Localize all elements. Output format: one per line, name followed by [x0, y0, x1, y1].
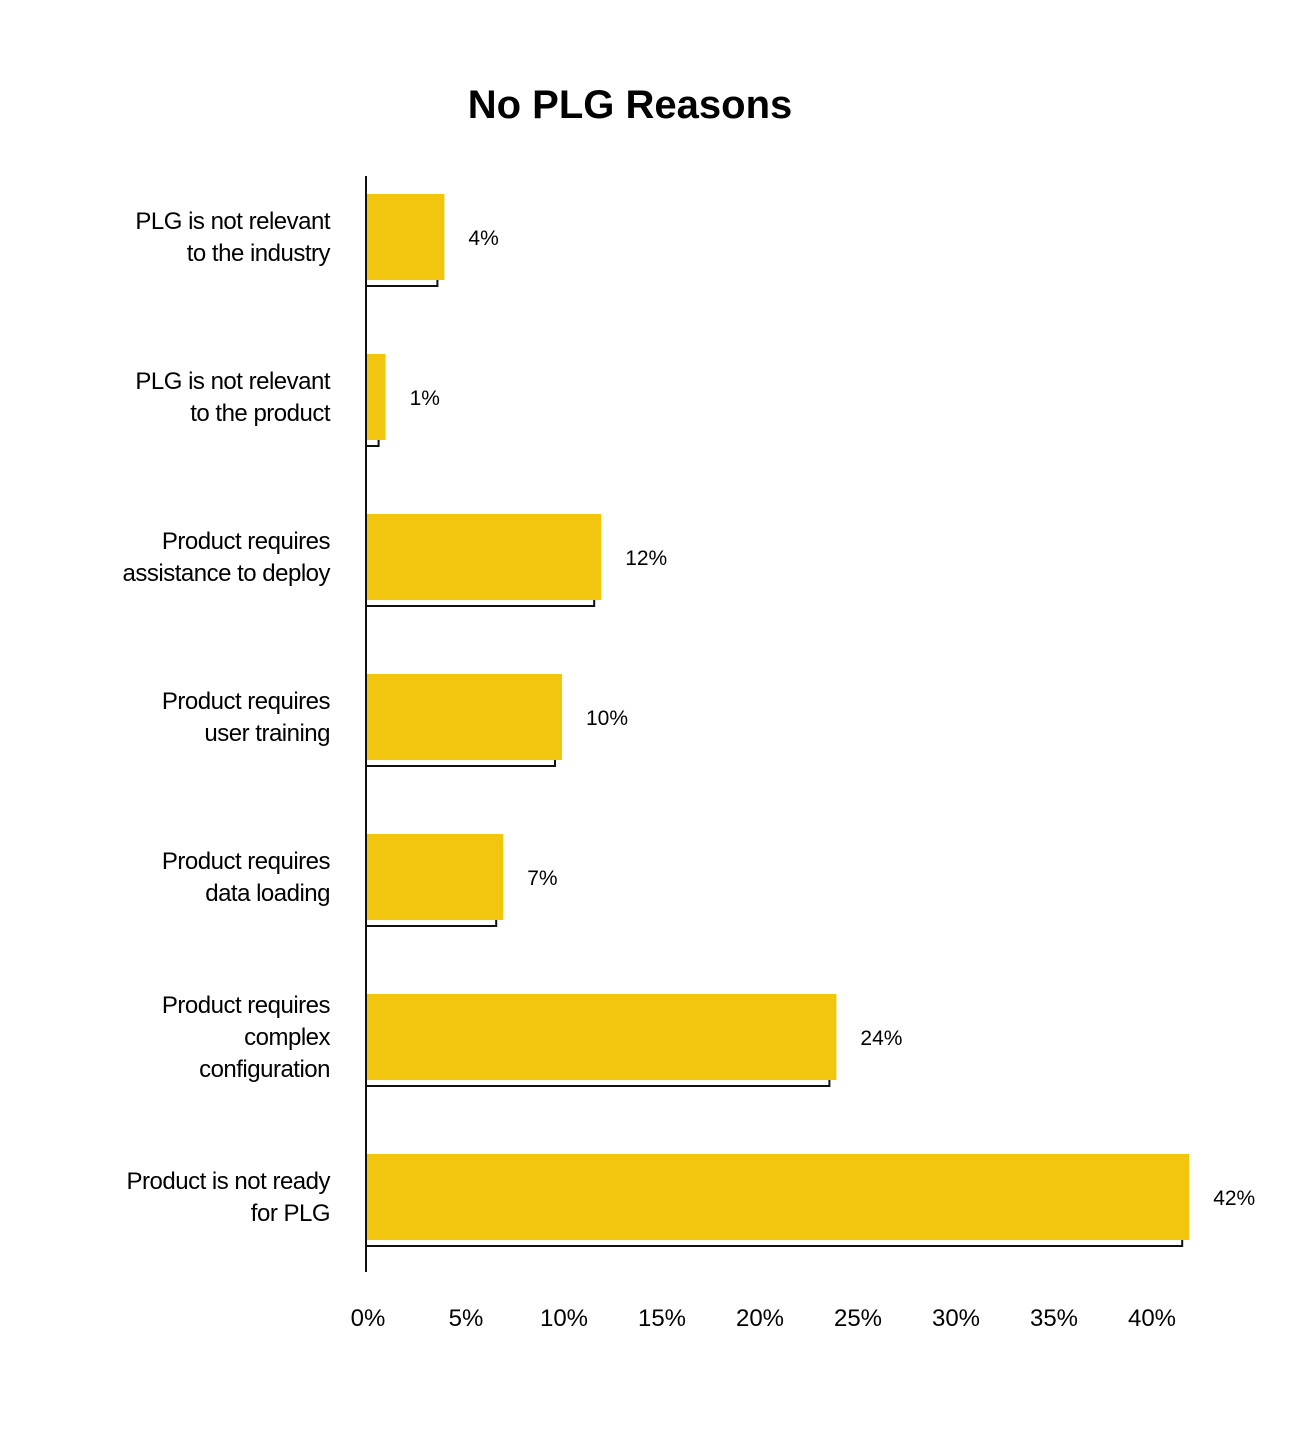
- bar: [367, 674, 562, 760]
- x-tick-label: 20%: [736, 1305, 784, 1332]
- x-tick-label: 35%: [1030, 1305, 1078, 1332]
- category-label: Product requires assistance to deploy: [123, 528, 331, 587]
- x-tick-label: 10%: [540, 1305, 588, 1332]
- x-tick-label: 5%: [449, 1305, 484, 1332]
- bar-shadow: [365, 1080, 831, 1087]
- bar-value-label: 10%: [586, 707, 628, 730]
- x-axis-ticks-group: 0% 5% 10% 15% 20% 25% 30% 35% 40%: [351, 1305, 1176, 1332]
- bars-group: 4% 1% 12% 10% 7% 24% 42%: [365, 194, 1255, 1247]
- category-label: Product is not ready for PLG: [127, 1168, 331, 1227]
- bar: [367, 354, 386, 440]
- bar: [367, 994, 837, 1080]
- category-label: PLG is not relevant to the industry: [135, 208, 330, 267]
- bar-shadow: [365, 760, 556, 767]
- category-label: Product requires user training: [162, 688, 331, 747]
- x-tick-label: 25%: [834, 1305, 882, 1332]
- x-tick-label: 15%: [638, 1305, 686, 1332]
- bar-shadow: [365, 600, 596, 607]
- bar-value-label: 4%: [468, 227, 498, 250]
- bar-shadow: [365, 440, 380, 447]
- x-tick-label: 30%: [932, 1305, 980, 1332]
- bar: [367, 834, 504, 920]
- category-labels-group: PLG is not relevant to the industry PLG is…: [123, 208, 332, 1227]
- x-tick-label: 40%: [1128, 1305, 1176, 1332]
- bar-value-label: 7%: [527, 867, 557, 890]
- bar-value-label: 24%: [860, 1027, 902, 1050]
- bar-value-label: 12%: [625, 547, 667, 570]
- bar: [367, 1154, 1190, 1240]
- bar: [367, 514, 602, 600]
- category-label: Product requires data loading: [162, 848, 331, 907]
- bar-shadow: [365, 1240, 1184, 1247]
- category-label: PLG is not relevant to the product: [135, 368, 330, 427]
- bar: [367, 194, 445, 280]
- x-tick-label: 0%: [351, 1305, 386, 1332]
- bar-value-label: 42%: [1213, 1187, 1255, 1210]
- bar-value-label: 1%: [410, 387, 440, 410]
- bar-shadow: [365, 280, 439, 287]
- category-label: Product requires complex configuration: [162, 992, 331, 1083]
- chart-title: No PLG Reasons: [468, 83, 793, 127]
- bar-shadow: [365, 920, 498, 927]
